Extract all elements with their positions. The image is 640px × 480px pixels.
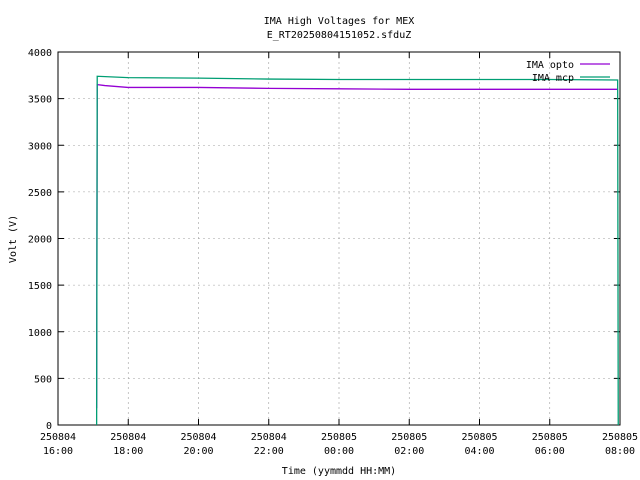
series-line (95, 83, 618, 409)
x-tick-label: 250805 00:00 (321, 432, 357, 457)
y-tick-label: 500 (34, 374, 52, 385)
x-tick-label-line: 250804 (180, 432, 216, 443)
y-tick-label: 4000 (28, 48, 52, 59)
x-tick-label: 250805 06:00 (532, 432, 568, 457)
x-tick-label: 250804 20:00 (180, 432, 216, 457)
x-tick-label: 250804 18:00 (110, 432, 146, 457)
x-tick-label-line: 250804 (251, 432, 287, 443)
x-tick-label-line: 06:00 (535, 446, 565, 457)
y-tick-label: 3500 (28, 95, 52, 106)
y-tick-label: 1500 (28, 281, 52, 292)
y-tick-label: 2500 (28, 188, 52, 199)
x-tick-label: 250805 08:00 (602, 432, 638, 457)
x-axis-label: Time (yymmdd HH:MM) (282, 466, 396, 477)
x-tick-label-line: 18:00 (113, 446, 143, 457)
x-tick-label: 250804 16:00 (40, 432, 76, 457)
x-tick-label-line: 00:00 (324, 446, 354, 457)
y-tick-label: 1000 (28, 328, 52, 339)
x-tick-label-line: 20:00 (183, 446, 213, 457)
x-tick-label-line: 250805 (602, 432, 638, 443)
x-tick-label-line: 08:00 (605, 446, 635, 457)
chart-title: IMA High Voltages for MEX (264, 16, 415, 27)
x-tick-label-line: 250805 (391, 432, 427, 443)
x-tick-label-line: 16:00 (43, 446, 73, 457)
plot-border (57, 51, 621, 426)
x-tick-label: 250805 02:00 (391, 432, 427, 457)
x-tick-label-line: 250805 (461, 432, 497, 443)
x-tick-label-line: 04:00 (464, 446, 494, 457)
chart-subtitle: E_RT20250804151052.sfduZ (267, 30, 412, 41)
x-tick-label-line: 02:00 (394, 446, 424, 457)
x-tick-label: 250805 04:00 (461, 432, 497, 457)
x-tick-label-line: 22:00 (254, 446, 284, 457)
legend-label: IMA mcp (532, 73, 574, 84)
x-tick-label-line: 250805 (321, 432, 357, 443)
x-tick-label: 250804 22:00 (251, 432, 287, 457)
x-tick-label-line: 250804 (110, 432, 146, 443)
legend-label: IMA opto (526, 60, 574, 71)
series-line (95, 75, 619, 426)
y-tick-label: 2000 (28, 235, 52, 246)
y-tick-label: 0 (46, 421, 52, 432)
x-tick-label-line: 250805 (532, 432, 568, 443)
y-tick-label: 3000 (28, 141, 52, 152)
y-axis-label: Volt (V) (8, 215, 19, 263)
x-tick-label-line: 250804 (40, 432, 76, 443)
